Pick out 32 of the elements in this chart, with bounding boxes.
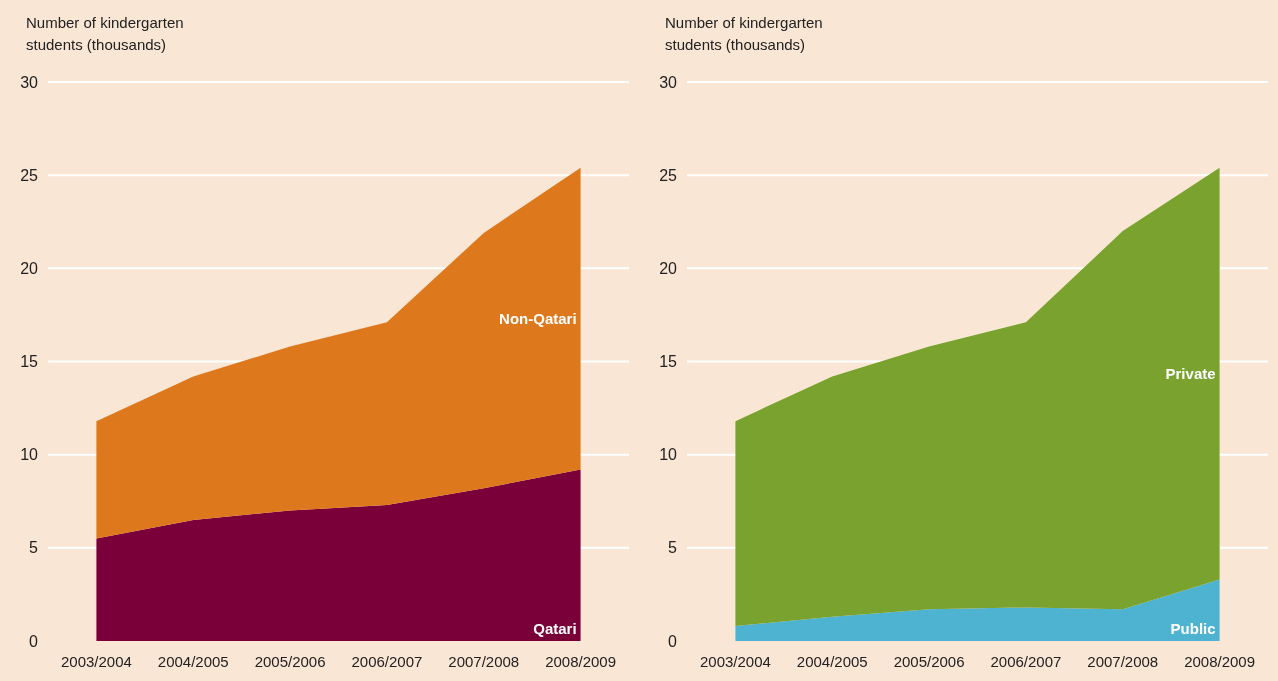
x-tick-label: 2006/2007 xyxy=(990,653,1062,670)
x-tick-label: 2005/2006 xyxy=(893,653,965,670)
y-tick-label: 25 xyxy=(659,166,678,184)
x-tick-label: 2007/2008 xyxy=(1087,653,1159,670)
y-tick-label: 20 xyxy=(20,259,39,277)
x-tick-label: 2006/2007 xyxy=(351,653,423,670)
y-tick-label: 10 xyxy=(659,446,678,464)
x-tick-label: 2005/2006 xyxy=(254,653,326,670)
y-tick-label: 5 xyxy=(668,539,678,557)
series-label: Non-Qatari xyxy=(499,309,577,327)
y-tick-label: 20 xyxy=(659,259,678,277)
y-tick-label: 30 xyxy=(659,73,678,91)
y-tick-label: 15 xyxy=(659,353,678,371)
series-label: Private xyxy=(1165,364,1216,382)
x-tick-label: 2004/2005 xyxy=(796,653,868,670)
series-label: Qatari xyxy=(533,620,577,638)
x-tick-label: 2007/2008 xyxy=(448,653,520,670)
y-tick-label: 15 xyxy=(20,353,39,371)
x-tick-label: 2008/2009 xyxy=(1184,653,1256,670)
y-tick-label: 0 xyxy=(668,632,678,650)
y-tick-label: 10 xyxy=(20,446,39,464)
y-tick-label: 0 xyxy=(29,632,39,650)
x-tick-label: 2004/2005 xyxy=(157,653,229,670)
y-axis-title: Number of kindergarten students (thousands) xyxy=(26,14,184,53)
series-label: Public xyxy=(1170,620,1216,638)
x-tick-label: 2008/2009 xyxy=(545,653,617,670)
y-axis-title: Number of kindergarten students (thousands) xyxy=(665,14,823,53)
x-tick-label: 2003/2004 xyxy=(60,653,132,670)
y-tick-label: 30 xyxy=(20,73,39,91)
x-tick-label: 2003/2004 xyxy=(699,653,771,670)
y-tick-label: 5 xyxy=(29,539,39,557)
y-tick-label: 25 xyxy=(20,166,39,184)
